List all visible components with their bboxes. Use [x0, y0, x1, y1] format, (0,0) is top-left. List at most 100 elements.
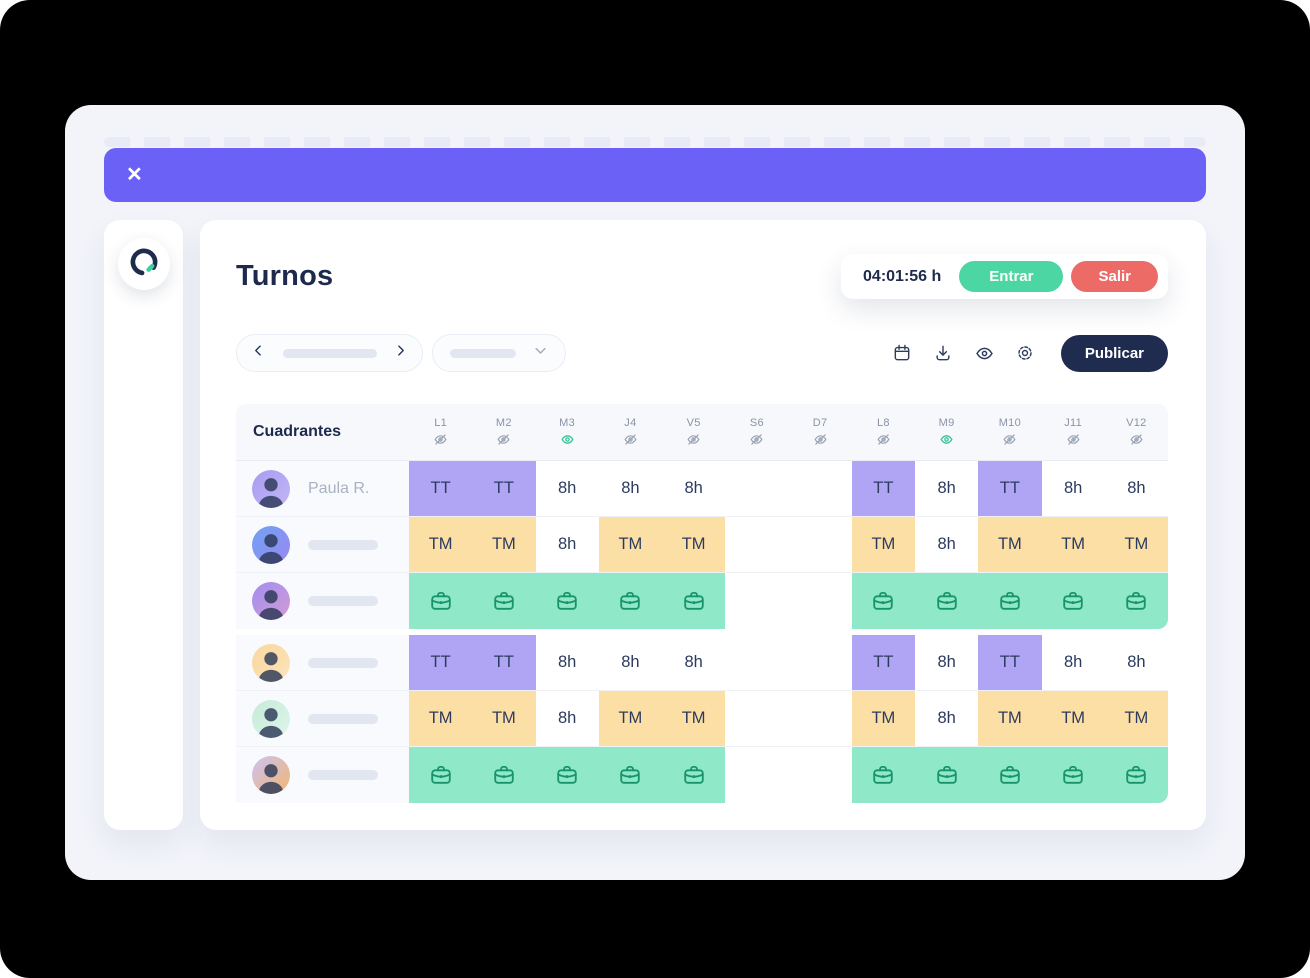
shift-cell[interactable]: [789, 635, 852, 690]
date-range-picker[interactable]: [236, 334, 423, 372]
eye-hidden-icon[interactable]: [432, 431, 449, 448]
shift-cell[interactable]: [1041, 573, 1105, 629]
brand-logo[interactable]: [117, 238, 170, 290]
shift-cell[interactable]: 8h: [1063, 653, 1083, 671]
eye-icon[interactable]: [974, 343, 994, 363]
shift-cell[interactable]: TT: [851, 635, 915, 690]
shift-cell[interactable]: 8h: [937, 535, 956, 553]
eye-hidden-icon[interactable]: [875, 431, 892, 448]
shift-cell[interactable]: TT: [409, 461, 473, 516]
shift-cell[interactable]: TM: [978, 691, 1042, 746]
shift-cell[interactable]: [851, 573, 915, 629]
shift-cell[interactable]: TM: [409, 517, 473, 572]
avatar: [252, 469, 290, 508]
shift-cell[interactable]: [789, 691, 852, 746]
shift-cell[interactable]: [662, 747, 726, 803]
eye-hidden-icon[interactable]: [495, 431, 512, 448]
shift-cell[interactable]: 8h: [684, 653, 703, 671]
shift-cell[interactable]: TT: [851, 461, 915, 516]
shift-cell[interactable]: 8h: [557, 709, 577, 727]
shift-cell[interactable]: [725, 573, 788, 629]
shift-cell[interactable]: 8h: [557, 653, 577, 671]
shift-cell[interactable]: TM: [662, 691, 726, 746]
clock-out-button[interactable]: Salir: [1071, 261, 1158, 292]
shift-cell[interactable]: TM: [978, 517, 1042, 572]
shift-cell[interactable]: [789, 747, 852, 803]
shift-cell[interactable]: TM: [472, 517, 536, 572]
shift-cell[interactable]: [725, 517, 788, 572]
shift-cell[interactable]: [409, 747, 473, 803]
shift-cell[interactable]: 8h: [937, 479, 956, 497]
shift-cell[interactable]: TM: [851, 517, 915, 572]
shift-cell[interactable]: [978, 747, 1042, 803]
shift-cell[interactable]: TT: [978, 461, 1042, 516]
eye-visible-icon[interactable]: [938, 431, 955, 448]
view-select-dropdown[interactable]: [432, 334, 566, 372]
shift-cell[interactable]: TM: [1104, 517, 1168, 572]
shift-cell[interactable]: [535, 573, 599, 629]
shift-cell[interactable]: [472, 573, 536, 629]
eye-hidden-icon[interactable]: [748, 431, 765, 448]
shift-cell[interactable]: [915, 747, 979, 803]
shift-cell[interactable]: TM: [851, 691, 915, 746]
eye-hidden-icon[interactable]: [685, 431, 702, 448]
shift-cell[interactable]: [598, 747, 662, 803]
close-icon[interactable]: ✕: [126, 164, 143, 186]
shift-cell[interactable]: [598, 573, 662, 629]
publish-button[interactable]: Publicar: [1060, 334, 1168, 372]
eye-hidden-icon[interactable]: [1128, 431, 1145, 448]
avatar: [252, 699, 290, 738]
shift-cell[interactable]: TM: [662, 517, 726, 572]
shift-cell[interactable]: TT: [472, 635, 536, 690]
shift-cell[interactable]: 8h: [621, 653, 640, 671]
shift-cell[interactable]: [409, 573, 473, 629]
shift-cell[interactable]: TM: [598, 691, 662, 746]
shift-cell[interactable]: [725, 635, 788, 690]
shift-cell[interactable]: [725, 691, 788, 746]
shift-cell[interactable]: [662, 573, 726, 629]
shift-cell[interactable]: TT: [978, 635, 1042, 690]
settings-icon[interactable]: [1015, 343, 1035, 363]
shift-cell[interactable]: [789, 517, 852, 572]
shift-cell[interactable]: 8h: [557, 535, 577, 553]
shift-cell[interactable]: TM: [472, 691, 536, 746]
shift-cell[interactable]: [851, 747, 915, 803]
shift-cell[interactable]: TM: [409, 691, 473, 746]
shift-cell[interactable]: [789, 461, 852, 516]
shift-cell[interactable]: 8h: [1063, 479, 1083, 497]
shift-cell[interactable]: 8h: [937, 709, 956, 727]
shift-cell[interactable]: [725, 747, 788, 803]
shift-cell[interactable]: 8h: [1127, 479, 1146, 497]
shift-cell[interactable]: TT: [409, 635, 473, 690]
chevron-right-icon[interactable]: [394, 344, 407, 362]
shift-cell[interactable]: 8h: [621, 479, 640, 497]
shift-cell[interactable]: 8h: [937, 653, 956, 671]
eye-hidden-icon[interactable]: [812, 431, 829, 448]
shift-cell[interactable]: [1104, 747, 1168, 803]
shift-cell[interactable]: [472, 747, 536, 803]
shift-cell[interactable]: [789, 573, 852, 629]
shift-cell[interactable]: 8h: [557, 479, 577, 497]
table-corner-label: Cuadrantes: [253, 423, 342, 440]
shift-cell[interactable]: [978, 573, 1042, 629]
shift-cell[interactable]: 8h: [684, 479, 703, 497]
shift-cell[interactable]: 8h: [1127, 653, 1146, 671]
chevron-left-icon[interactable]: [252, 344, 265, 362]
eye-visible-icon[interactable]: [559, 431, 576, 448]
download-icon[interactable]: [933, 343, 953, 363]
eye-hidden-icon[interactable]: [1065, 431, 1082, 448]
shift-cell[interactable]: TM: [1041, 517, 1105, 572]
shift-cell[interactable]: TT: [472, 461, 536, 516]
calendar-icon[interactable]: [892, 343, 912, 363]
shift-cell[interactable]: [915, 573, 979, 629]
clock-in-button[interactable]: Entrar: [959, 261, 1064, 292]
shift-cell[interactable]: [725, 461, 788, 516]
shift-cell[interactable]: TM: [1041, 691, 1105, 746]
shift-cell[interactable]: [535, 747, 599, 803]
shift-cell[interactable]: TM: [598, 517, 662, 572]
eye-hidden-icon[interactable]: [1001, 431, 1018, 448]
shift-cell[interactable]: TM: [1104, 691, 1168, 746]
eye-hidden-icon[interactable]: [622, 431, 639, 448]
shift-cell[interactable]: [1041, 747, 1105, 803]
shift-cell[interactable]: [1104, 573, 1168, 629]
